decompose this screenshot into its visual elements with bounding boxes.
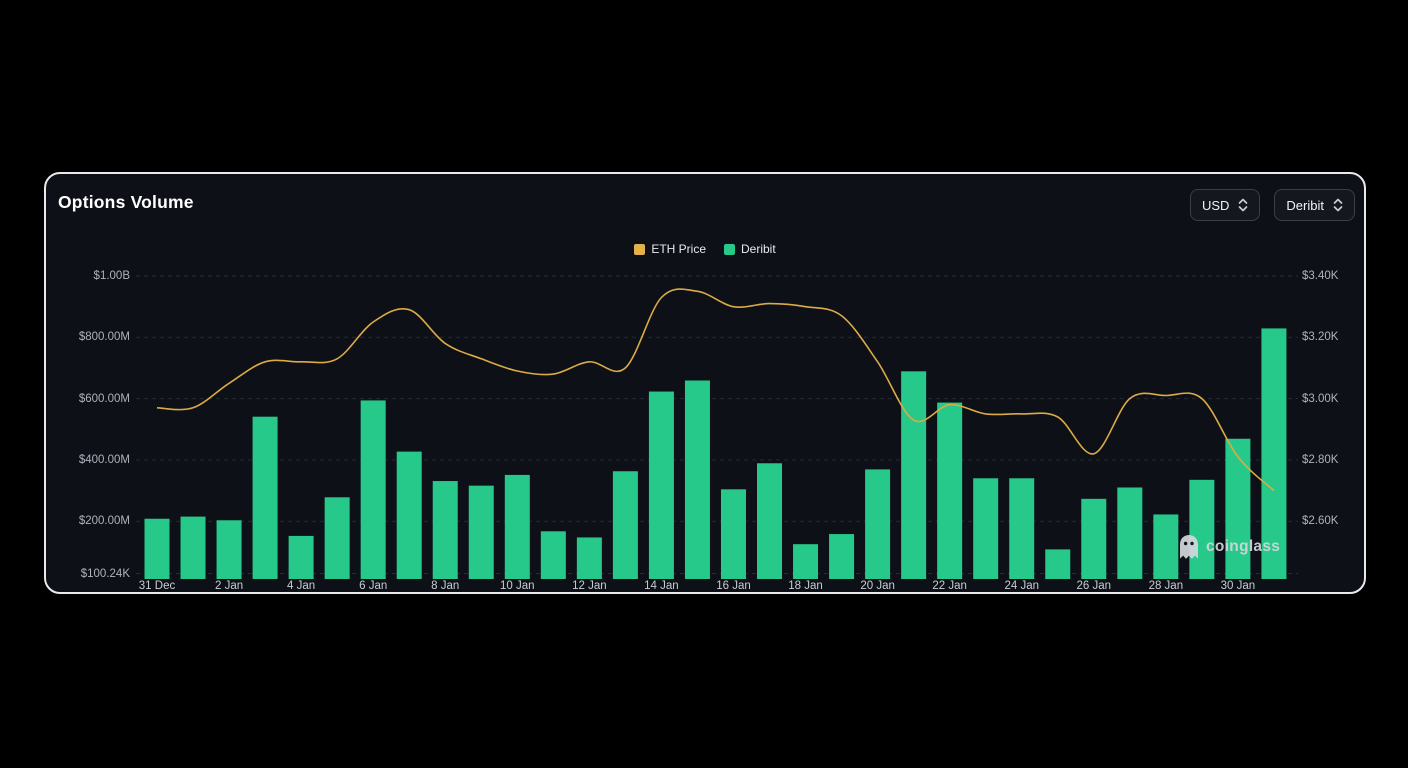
- right-axis-tick: $3.40K: [1302, 270, 1339, 282]
- x-axis-tick: 2 Jan: [214, 580, 244, 592]
- volume-bar-24-Jan[interactable]: [1009, 478, 1035, 579]
- x-axis-tick: 12 Jan: [572, 580, 607, 592]
- right-axis-tick: $3.20K: [1302, 331, 1339, 344]
- left-axis-tick: $800.00M: [78, 331, 130, 344]
- volume-bar-19-Jan[interactable]: [829, 534, 855, 579]
- volume-bar-26-Jan[interactable]: [1081, 498, 1107, 579]
- x-axis-tick: 30 Jan: [1220, 580, 1256, 592]
- volume-bar-12-Jan[interactable]: [576, 537, 602, 579]
- card-controls: USD Deribit: [1189, 189, 1355, 221]
- x-axis-tick: 18 Jan: [788, 580, 823, 592]
- left-axis-tick: $200.00M: [78, 515, 130, 528]
- x-axis-tick: 6 Jan: [359, 580, 388, 592]
- volume-bar-9-Jan[interactable]: [468, 485, 494, 579]
- volume-bar-18-Jan[interactable]: [793, 544, 819, 579]
- volume-bar-3-Jan[interactable]: [252, 416, 278, 579]
- volume-bar-7-Jan[interactable]: [396, 451, 422, 579]
- left-axis-tick: $600.00M: [78, 392, 130, 405]
- left-axis-tick: $100.24K: [80, 567, 130, 580]
- exchange-dropdown-value: Deribit: [1286, 197, 1324, 213]
- options-volume-card: Options Volume USD Deribit ETH Price Der…: [44, 172, 1366, 594]
- legend-label: ETH Price: [651, 242, 706, 256]
- coinglass-ghost-logo-icon: [1180, 535, 1198, 559]
- left-axis-tick: $400.00M: [78, 453, 130, 466]
- x-axis-tick: 28 Jan: [1148, 580, 1184, 592]
- volume-bar-13-Jan[interactable]: [612, 471, 638, 579]
- card-title: Options Volume: [58, 192, 194, 212]
- volume-bar-6-Jan[interactable]: [360, 400, 386, 579]
- volume-bar-11-Jan[interactable]: [540, 531, 566, 579]
- volume-bar-20-Jan[interactable]: [865, 469, 891, 579]
- legend-item-deribit[interactable]: Deribit: [724, 242, 776, 256]
- coinglass-watermark: coinglass: [1178, 534, 1280, 560]
- volume-bar-30-Jan[interactable]: [1225, 438, 1251, 579]
- volume-bar-27-Jan[interactable]: [1117, 487, 1143, 579]
- volume-bar-14-Jan[interactable]: [648, 391, 674, 579]
- x-axis-tick: 14 Jan: [644, 580, 679, 592]
- deribit-swatch-icon: [724, 243, 735, 255]
- x-axis-tick: 26 Jan: [1076, 580, 1112, 592]
- volume-bar-17-Jan[interactable]: [757, 463, 783, 579]
- eth-price-swatch-icon: [634, 243, 646, 255]
- volume-bar-22-Jan[interactable]: [937, 402, 963, 579]
- right-axis-tick: $2.80K: [1302, 453, 1339, 466]
- right-axis-tick: $2.60K: [1302, 515, 1339, 528]
- legend-label: Deribit: [741, 242, 776, 256]
- volume-bar-1-Jan[interactable]: [180, 516, 206, 579]
- volume-bar-29-Jan[interactable]: [1189, 479, 1215, 579]
- right-axis-tick: $3.00K: [1302, 392, 1339, 405]
- options-volume-chart[interactable]: [46, 174, 1364, 592]
- x-axis-tick: 20 Jan: [860, 580, 895, 592]
- volume-bar-31-Dec[interactable]: [144, 518, 170, 579]
- legend-item-eth-price[interactable]: ETH Price: [634, 242, 706, 256]
- x-axis-tick: 8 Jan: [431, 580, 460, 592]
- x-axis-tick: 10 Jan: [500, 580, 535, 592]
- left-axis-tick: $1.00B: [93, 270, 130, 282]
- volume-bar-16-Jan[interactable]: [720, 489, 746, 579]
- volume-bar-10-Jan[interactable]: [504, 474, 530, 579]
- updown-chevron-icon: [1333, 198, 1343, 212]
- currency-dropdown-value: USD: [1201, 197, 1230, 213]
- currency-dropdown[interactable]: USD: [1189, 189, 1261, 221]
- x-axis-tick: 16 Jan: [716, 580, 751, 592]
- eth-price-line: [156, 288, 1275, 492]
- x-axis-tick: 4 Jan: [287, 580, 316, 592]
- volume-bar-2-Jan[interactable]: [216, 520, 242, 579]
- volume-bar-23-Jan[interactable]: [973, 478, 999, 579]
- volume-bar-31-Jan[interactable]: [1261, 328, 1287, 579]
- volume-bar-28-Jan[interactable]: [1153, 514, 1179, 579]
- x-axis-tick: 24 Jan: [1004, 580, 1039, 592]
- chart-legend: ETH Price Deribit: [46, 242, 1364, 256]
- volume-bar-8-Jan[interactable]: [432, 481, 458, 579]
- updown-chevron-icon: [1239, 198, 1248, 212]
- exchange-dropdown[interactable]: Deribit: [1274, 189, 1355, 221]
- x-axis-tick: 31 Dec: [138, 580, 176, 592]
- watermark-text: coinglass: [1206, 538, 1281, 555]
- x-axis-tick: 22 Jan: [932, 580, 967, 592]
- volume-bar-4-Jan[interactable]: [288, 535, 314, 579]
- volume-bar-15-Jan[interactable]: [684, 380, 710, 579]
- volume-bar-21-Jan[interactable]: [901, 371, 927, 579]
- volume-bar-5-Jan[interactable]: [324, 497, 350, 579]
- volume-bar-25-Jan[interactable]: [1045, 549, 1071, 579]
